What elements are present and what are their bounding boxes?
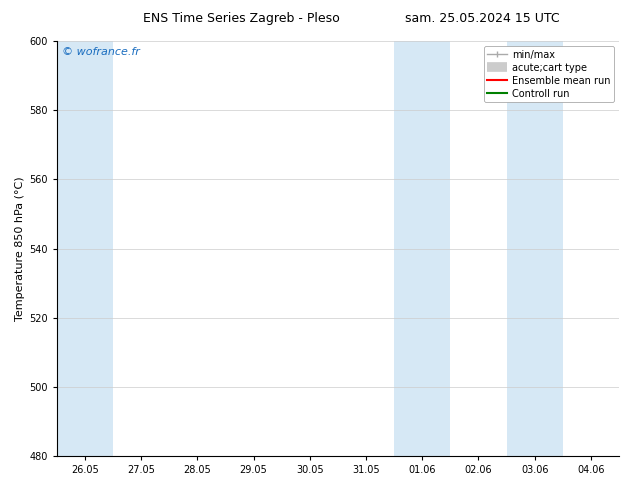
Bar <box>507 41 563 456</box>
Text: © wofrance.fr: © wofrance.fr <box>62 47 140 57</box>
Bar <box>57 41 113 456</box>
Text: sam. 25.05.2024 15 UTC: sam. 25.05.2024 15 UTC <box>404 12 559 25</box>
Legend: min/max, acute;cart type, Ensemble mean run, Controll run: min/max, acute;cart type, Ensemble mean … <box>484 46 614 102</box>
Bar <box>394 41 450 456</box>
Text: ENS Time Series Zagreb - Pleso: ENS Time Series Zagreb - Pleso <box>143 12 339 25</box>
Y-axis label: Temperature 850 hPa (°C): Temperature 850 hPa (°C) <box>15 176 25 321</box>
